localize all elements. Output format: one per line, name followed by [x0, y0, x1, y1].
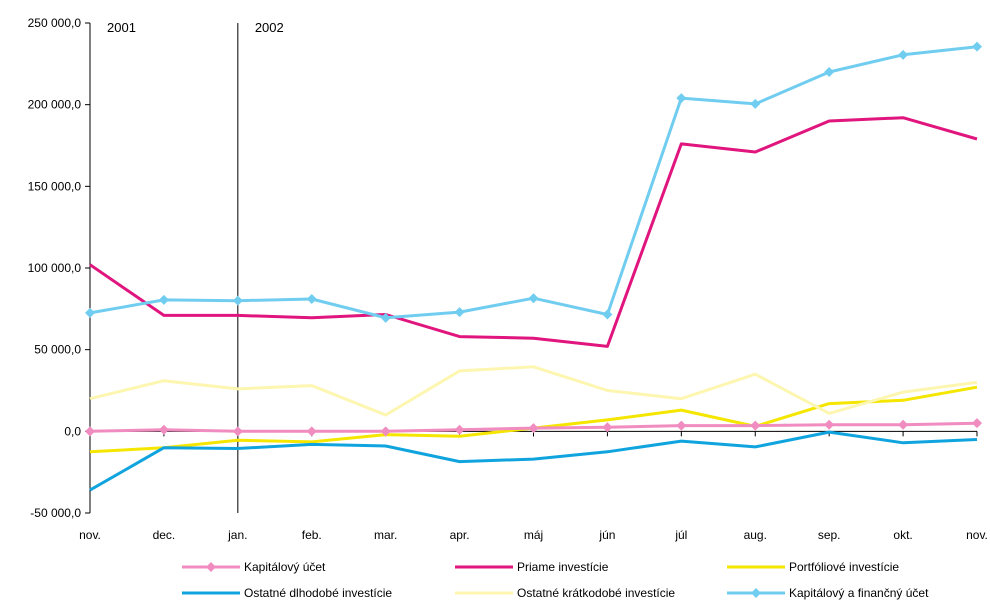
x-tick-label: nov. [79, 528, 101, 542]
legend-item: Priame investície [455, 560, 609, 574]
x-tick-label: dec. [153, 528, 176, 542]
axes: -50 000,0 0,0 50 000,0 100 000,0 150 000,0 20… [28, 16, 988, 542]
legend: Kapitálový účet Priame investície Portfóli… [182, 560, 929, 600]
y-tick-label: 100 000,0 [28, 261, 82, 275]
data-point-marker [750, 420, 761, 431]
year-label: 2002 [255, 20, 284, 35]
data-point-marker [232, 426, 243, 437]
legend-marker [206, 562, 216, 572]
series-line [89, 430, 978, 492]
legend-item: Ostatné krátkodobé investície [455, 586, 675, 600]
data-point-marker [898, 419, 909, 430]
data-point-marker [528, 423, 539, 434]
x-tick-label: aug. [744, 528, 767, 542]
x-tick-label: feb. [302, 528, 322, 542]
series-line [89, 365, 978, 417]
series-line [89, 116, 978, 348]
data-point-marker [824, 67, 835, 77]
data-point-marker [454, 424, 465, 435]
data-point-marker [972, 41, 982, 52]
legend-marker [751, 588, 761, 598]
data-point-marker [380, 312, 391, 323]
x-tick-label: okt. [893, 528, 912, 542]
data-point-marker [454, 307, 465, 318]
data-point-marker [306, 294, 317, 305]
series-line [89, 385, 978, 454]
data-point-marker [85, 307, 95, 318]
legend-label: Ostatné dlhodobé investície [244, 586, 392, 600]
x-tick-label: máj [524, 528, 543, 542]
series-layer [85, 41, 982, 492]
y-tick-label: 250 000,0 [28, 16, 82, 30]
data-point-marker [602, 422, 613, 433]
series-line [89, 45, 978, 320]
legend-item: Kapitálový účet [182, 560, 326, 574]
y-tick-label: 0,0 [64, 424, 81, 438]
data-point-marker [676, 420, 687, 431]
y-tick-label: 200 000,0 [28, 98, 82, 112]
legend-item: Portfóliové investície [727, 560, 899, 574]
data-point-marker [380, 426, 391, 437]
data-point-marker [676, 93, 687, 104]
data-point-marker [824, 419, 835, 430]
x-tick-label: jan. [227, 528, 247, 542]
data-point-marker [972, 418, 982, 429]
data-point-marker [602, 309, 613, 320]
legend-label: Ostatné krátkodobé investície [517, 586, 675, 600]
data-point-marker [158, 294, 169, 305]
x-tick-label: mar. [374, 528, 397, 542]
legend-item: Ostatné dlhodobé investície [182, 586, 392, 600]
legend-label: Priame investície [517, 560, 609, 574]
data-point-marker [232, 295, 243, 306]
data-point-marker [85, 426, 95, 437]
data-point-marker [306, 426, 317, 437]
legend-label: Portfóliové investície [789, 560, 899, 574]
y-tick-label: 50 000,0 [34, 343, 81, 357]
data-point-marker [898, 49, 909, 60]
x-tick-label: apr. [450, 528, 470, 542]
x-tick-label: jún [598, 528, 615, 542]
y-tick-label: 150 000,0 [28, 179, 82, 193]
legend-item: Kapitálový a finančný účet [727, 586, 929, 600]
y-tick-label: -50 000,0 [30, 506, 81, 520]
legend-label: Kapitálový účet [244, 560, 326, 574]
data-point-marker [158, 424, 169, 435]
year-label: 2001 [107, 20, 136, 35]
x-tick-label: sep. [818, 528, 841, 542]
x-tick-label: nov. [966, 528, 988, 542]
data-point-marker [750, 98, 761, 109]
data-point-marker [528, 293, 539, 304]
legend-label: Kapitálový a finančný účet [789, 586, 929, 600]
x-tick-label: júl [674, 528, 687, 542]
